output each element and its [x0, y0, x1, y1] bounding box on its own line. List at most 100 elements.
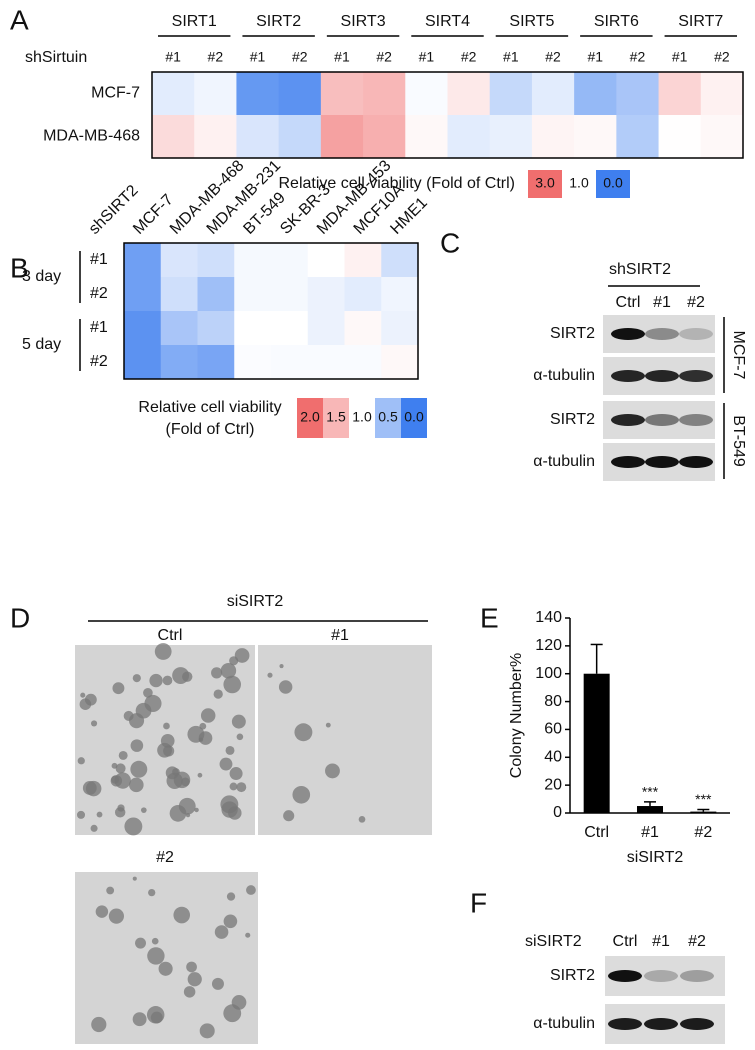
legend-swatch	[528, 170, 562, 198]
heat-cell	[616, 115, 660, 159]
heat-cell	[307, 311, 345, 346]
heat-cell	[124, 345, 162, 380]
colony	[211, 667, 223, 679]
column-label: #2	[545, 49, 561, 65]
blot-band	[644, 1018, 678, 1030]
heat-cell	[197, 277, 235, 312]
heat-cell	[344, 277, 382, 312]
blot-band	[608, 970, 642, 982]
panel-letter: D	[10, 602, 30, 633]
heat-cell	[234, 277, 272, 312]
treatment-label: shSIRT2	[609, 261, 671, 278]
colony	[283, 810, 295, 822]
legend-title: Relative cell viability (Fold of Ctrl)	[278, 175, 515, 192]
blot-band	[680, 1018, 714, 1030]
heat-cell	[197, 243, 235, 278]
colony	[132, 1012, 147, 1027]
colony	[96, 811, 103, 818]
y-tick-label: 120	[535, 637, 562, 654]
heat-cell	[152, 115, 195, 159]
legend-swatch	[323, 398, 349, 438]
colony	[80, 692, 86, 698]
colony	[231, 714, 246, 729]
y-tick-label: 20	[544, 776, 562, 793]
colony	[223, 1004, 242, 1023]
legend-label: 1.0	[352, 409, 372, 425]
colony	[358, 815, 366, 823]
row-label: #2	[90, 353, 108, 370]
bar	[637, 806, 663, 813]
colony	[162, 675, 173, 686]
colony	[223, 914, 238, 929]
legend-label: 1.5	[326, 409, 346, 425]
colony	[229, 782, 238, 791]
legend-swatch	[349, 398, 375, 438]
colony	[144, 694, 162, 713]
colony	[226, 892, 236, 901]
row-label: MCF-7	[91, 85, 140, 102]
protein-label: α-tubulin	[533, 1015, 595, 1032]
heat-cell	[658, 115, 702, 159]
blot-band	[611, 370, 645, 382]
column-label: #1	[503, 49, 519, 65]
blot-band	[645, 370, 679, 382]
column-label: #1	[165, 49, 181, 65]
column-group: SIRT7	[678, 13, 723, 30]
column-label: #1	[250, 49, 266, 65]
colony	[214, 925, 229, 939]
heat-cell	[344, 243, 382, 278]
column-group: SIRT3	[341, 13, 386, 30]
colony	[213, 689, 223, 699]
colony	[200, 708, 216, 723]
heat-cell	[531, 72, 575, 116]
column-group: SIRT1	[172, 13, 217, 30]
legend-swatch	[562, 170, 596, 198]
heat-cell	[381, 243, 419, 278]
blot-band	[645, 328, 679, 340]
heat-cell	[700, 115, 744, 159]
heat-cell	[447, 72, 491, 116]
heat-cell	[307, 243, 345, 278]
colony	[292, 785, 311, 804]
heat-cell	[574, 115, 617, 159]
protein-label: SIRT2	[550, 325, 595, 342]
heat-cell	[320, 115, 364, 159]
colony	[108, 908, 124, 924]
column-label: #1	[334, 49, 350, 65]
heat-cell	[574, 72, 617, 116]
colony	[114, 772, 131, 789]
colony	[90, 824, 98, 832]
heat-cell	[700, 72, 744, 116]
legend-label: 1.0	[569, 175, 589, 191]
heat-cell	[234, 311, 272, 346]
colony	[95, 905, 109, 918]
lane-label: #2	[687, 294, 705, 311]
heat-cell	[124, 311, 162, 346]
y-tick-label: 40	[544, 749, 562, 766]
blot-band	[644, 970, 678, 982]
colony	[147, 947, 165, 965]
heat-cell	[278, 72, 322, 116]
heat-cell	[405, 72, 448, 116]
heat-cell	[616, 72, 660, 116]
blot-band	[679, 370, 713, 382]
colony	[154, 643, 172, 660]
x-tick-label: #2	[694, 824, 712, 841]
row-label: MDA-MB-468	[43, 128, 140, 145]
column-label: #2	[461, 49, 477, 65]
heat-cell	[363, 115, 406, 159]
heat-cell	[531, 115, 575, 159]
group-label: 3 day	[22, 268, 61, 285]
lane-label: Ctrl	[616, 294, 641, 311]
lane-label: #1	[652, 933, 670, 950]
y-tick-label: 140	[535, 609, 562, 626]
legend-label: 2.0	[300, 409, 320, 425]
heat-cell	[271, 277, 309, 312]
heat-cell	[320, 72, 364, 116]
colony	[115, 763, 126, 774]
blot-band	[608, 1018, 642, 1030]
y-axis-title: Colony Number%	[508, 653, 525, 778]
colony	[187, 972, 202, 987]
colony	[76, 810, 86, 819]
colony	[132, 674, 141, 683]
